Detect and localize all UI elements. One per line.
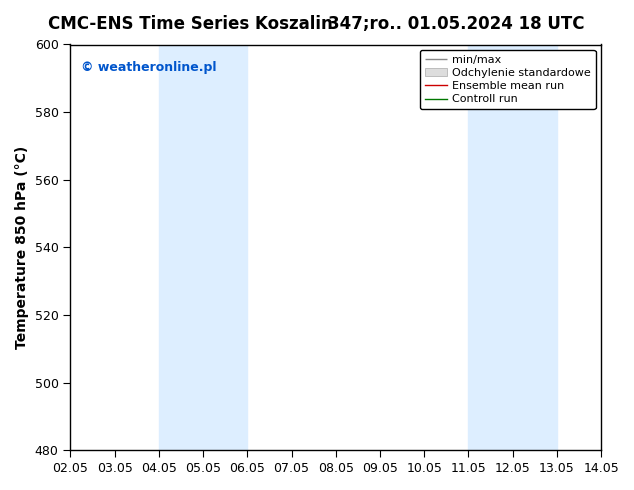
Text: 347;ro.. 01.05.2024 18 UTC: 347;ro.. 01.05.2024 18 UTC bbox=[328, 15, 585, 33]
Legend: min/max, Odchylenie standardowe, Ensemble mean run, Controll run: min/max, Odchylenie standardowe, Ensembl… bbox=[420, 50, 595, 109]
Text: CMC-ENS Time Series Koszalin: CMC-ENS Time Series Koszalin bbox=[48, 15, 333, 33]
Bar bbox=[469, 45, 557, 450]
Y-axis label: Temperature 850 hPa (°C): Temperature 850 hPa (°C) bbox=[15, 146, 29, 349]
Text: © weatheronline.pl: © weatheronline.pl bbox=[81, 61, 216, 74]
Bar bbox=[159, 45, 247, 450]
